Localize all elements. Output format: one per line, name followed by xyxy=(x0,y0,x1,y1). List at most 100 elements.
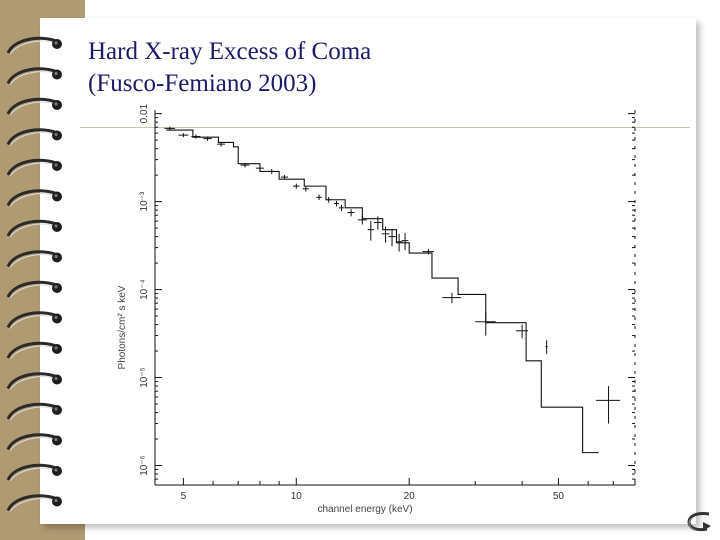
return-arrow-icon[interactable] xyxy=(683,510,713,534)
y-tick-label: 10⁻³ xyxy=(139,191,150,211)
data-point xyxy=(178,133,189,138)
x-axis-label: channel energy (keV) xyxy=(317,504,412,515)
binder-ring xyxy=(6,280,62,299)
ring-highlight xyxy=(9,284,55,299)
ring-hole-glint xyxy=(54,102,58,106)
ring-wire xyxy=(6,402,57,420)
data-point xyxy=(302,186,309,192)
binder-ring xyxy=(6,372,62,390)
ring-hole-glint xyxy=(54,132,58,137)
data-point xyxy=(367,221,374,241)
ring-highlight xyxy=(9,223,55,238)
binder-ring xyxy=(6,494,62,512)
y-tick-label: 10⁻⁶ xyxy=(139,455,150,476)
data-point xyxy=(316,194,322,201)
x-tick-label: 5 xyxy=(181,491,187,502)
ring-hole-glint xyxy=(54,163,58,167)
title-divider xyxy=(80,127,690,128)
y-axis-label: Photons/cm² s keV xyxy=(117,285,128,369)
y-tick-label: 10⁻⁴ xyxy=(139,279,150,300)
ring-wire xyxy=(6,433,57,451)
binder-ring xyxy=(6,36,62,55)
ring-highlight xyxy=(9,437,55,451)
ring-hole-glint xyxy=(54,254,58,259)
data-point xyxy=(267,168,276,175)
ring-wire xyxy=(6,128,57,146)
data-point xyxy=(339,204,344,212)
binder-ring xyxy=(6,189,62,207)
data-point xyxy=(333,200,340,207)
binder-ring xyxy=(6,402,62,421)
data-point xyxy=(545,340,548,355)
data-point xyxy=(596,386,621,424)
data-point xyxy=(381,226,390,243)
ring-highlight xyxy=(9,406,55,421)
ring-wire xyxy=(6,219,57,237)
binder-ring xyxy=(6,97,62,116)
ring-hole-glint xyxy=(54,346,58,350)
ring-highlight xyxy=(9,193,55,207)
y-tick-label: 10⁻⁵ xyxy=(139,367,150,388)
data-point xyxy=(401,232,409,251)
data-point xyxy=(395,233,403,252)
data-point xyxy=(347,209,355,217)
binder-ring xyxy=(6,250,62,268)
data-point xyxy=(293,183,300,189)
ring-hole-glint xyxy=(54,41,58,45)
data-point xyxy=(475,311,496,336)
ring-wire xyxy=(6,97,57,115)
ring-highlight xyxy=(9,101,55,116)
ring-highlight xyxy=(9,71,55,85)
ring-wire xyxy=(6,372,57,390)
ring-hole-glint xyxy=(54,437,58,442)
binder-ring xyxy=(6,341,62,360)
ring-wire xyxy=(6,250,57,268)
ring-wire xyxy=(6,463,57,481)
data-point xyxy=(217,141,225,147)
binder-ring xyxy=(6,433,62,451)
x-tick-label: 20 xyxy=(404,491,416,502)
data-point xyxy=(191,134,201,139)
slide-title-line-2: (Fusco-Femiano 2003) xyxy=(88,70,317,97)
data-point xyxy=(203,136,212,141)
data-point xyxy=(325,196,332,203)
ring-hole-glint xyxy=(54,498,58,503)
slide-paper xyxy=(40,18,696,524)
ring-wire xyxy=(6,36,57,54)
binder-ring xyxy=(6,158,62,177)
ring-wire xyxy=(6,341,57,359)
binder-ring xyxy=(6,128,62,146)
ring-highlight xyxy=(9,345,55,360)
ring-hole-glint xyxy=(54,193,58,198)
ring-highlight xyxy=(9,254,55,268)
ring-highlight xyxy=(9,162,55,177)
data-point xyxy=(280,175,288,180)
slide-title-line-1: Hard X-ray Excess of Coma xyxy=(88,38,372,65)
ring-highlight xyxy=(9,132,55,146)
data-point xyxy=(515,324,529,339)
ring-wire xyxy=(6,494,57,512)
ring-highlight xyxy=(9,498,55,512)
binder-ring xyxy=(6,463,62,482)
ring-wire xyxy=(6,158,57,176)
ring-hole-glint xyxy=(54,407,58,411)
spiral-ring-icon xyxy=(6,36,62,512)
model-step-line xyxy=(166,129,599,454)
data-point xyxy=(373,216,382,230)
data-point xyxy=(422,248,435,255)
ring-hole-glint xyxy=(54,285,58,289)
ring-hole-glint xyxy=(54,376,58,381)
data-point xyxy=(255,165,264,171)
data-point xyxy=(164,126,176,131)
ring-wire xyxy=(6,189,57,207)
ring-highlight xyxy=(9,467,55,482)
spectrum-chart: 5 10 20 50 0.01 10⁻³ 10⁻⁴ 10⁻⁵ 10⁻⁶ channel energ… xyxy=(117,103,636,515)
y-tick-label: 0.01 xyxy=(139,103,150,123)
data-point xyxy=(388,228,396,247)
ring-wire xyxy=(6,280,57,298)
ring-hole-glint xyxy=(54,468,58,472)
x-tick-label: 50 xyxy=(553,491,565,502)
slide-title: Hard X-ray Excess of Coma (Fusco-Femiano… xyxy=(88,36,371,100)
ring-highlight xyxy=(9,376,55,390)
binder-ring xyxy=(6,311,62,329)
